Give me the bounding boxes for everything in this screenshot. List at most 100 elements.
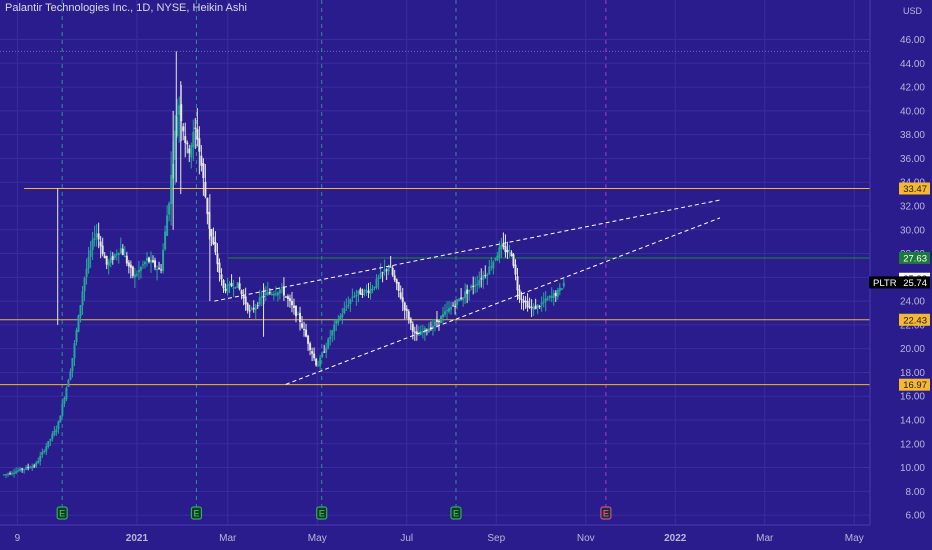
candle-body <box>91 239 94 250</box>
earnings-marker[interactable]: E <box>316 506 328 520</box>
earnings-marker[interactable]: E <box>56 506 68 520</box>
x-tick-label: May <box>308 533 327 544</box>
candle-body <box>99 241 102 247</box>
candle-body <box>15 471 18 474</box>
candle-body <box>276 292 279 296</box>
candle-body <box>470 285 473 288</box>
earnings-marker[interactable]: E <box>600 506 612 520</box>
candle-body <box>198 138 201 152</box>
earnings-badge[interactable] <box>190 506 203 520</box>
candle-body <box>278 289 281 294</box>
earnings-label: E <box>193 509 199 519</box>
y-tick-label: 12.00 <box>900 439 925 450</box>
y-tick-label: 18.00 <box>900 368 925 379</box>
candle-body <box>85 268 88 278</box>
candle-body <box>309 343 312 350</box>
candle-body <box>437 320 440 323</box>
candle-body <box>117 253 120 255</box>
x-tick-label: 9 <box>15 533 21 544</box>
candle-body <box>371 288 374 291</box>
candle-body <box>301 323 304 328</box>
candle-body <box>305 329 308 337</box>
candle-body <box>427 328 430 333</box>
candle-body <box>69 371 72 380</box>
candle-body <box>135 274 138 276</box>
candle-body <box>143 262 146 265</box>
candle-body <box>341 314 344 318</box>
y-tick-label: 8.00 <box>906 487 926 498</box>
candle-body <box>446 310 449 312</box>
earnings-label: E <box>453 509 459 519</box>
y-tick-label: 32.00 <box>900 201 925 212</box>
candle-body <box>405 308 408 312</box>
candle-body <box>123 255 126 257</box>
candle-body <box>192 131 195 148</box>
candle-body <box>369 289 372 294</box>
candle-body <box>450 307 453 310</box>
candle-body <box>260 296 263 298</box>
earnings-badge[interactable] <box>316 506 328 520</box>
candle-body <box>206 197 209 215</box>
candle-body <box>137 269 140 273</box>
candle-body <box>433 321 436 326</box>
candle-body <box>186 142 189 145</box>
candle-body <box>554 292 557 297</box>
candle-body <box>218 262 221 273</box>
candle-body <box>204 181 207 197</box>
candle-body <box>389 266 392 268</box>
trendline[interactable] <box>285 217 721 385</box>
candle-body <box>329 336 332 339</box>
earnings-marker[interactable]: E <box>450 506 462 520</box>
candle-body <box>176 116 179 137</box>
x-tick-label: Mar <box>219 533 237 544</box>
candle-body <box>393 275 396 280</box>
candle-body <box>105 256 108 265</box>
y-tick-label: 6.00 <box>906 511 926 522</box>
candle-body <box>349 299 352 305</box>
candle-body <box>154 260 157 268</box>
candle-body <box>47 441 50 447</box>
earnings-badge[interactable] <box>450 506 462 520</box>
candle-body <box>119 248 122 254</box>
candle-body <box>65 387 68 400</box>
candle-body <box>31 466 34 469</box>
candle-body <box>401 297 404 303</box>
candle-body <box>355 294 358 297</box>
candle-body <box>560 288 563 290</box>
candle-body <box>3 474 5 476</box>
candle-body <box>13 472 16 474</box>
candle-body <box>397 282 400 291</box>
candle-body <box>520 298 523 301</box>
earnings-badge[interactable] <box>56 506 68 520</box>
candle-body <box>419 331 422 335</box>
candle-body <box>131 266 134 276</box>
candle-body <box>103 255 106 259</box>
candle-body <box>339 315 342 320</box>
candle-body <box>381 272 384 274</box>
candle-body <box>174 130 177 160</box>
earnings-marker[interactable]: E <box>190 506 203 520</box>
candle-body <box>9 473 12 475</box>
candle-body <box>464 291 467 299</box>
y-tick-label: 24.00 <box>900 297 925 308</box>
level-badge: 22.43 <box>899 313 930 326</box>
candle-body <box>441 313 444 318</box>
candle-body <box>170 174 173 205</box>
candle-body <box>353 296 356 298</box>
candle-body <box>552 293 555 298</box>
candle-body <box>363 289 366 294</box>
candle-body <box>214 242 217 253</box>
candle-body <box>113 254 116 259</box>
candle-body <box>423 328 426 333</box>
candle-body <box>486 274 489 276</box>
candle-body <box>333 324 336 332</box>
trendline[interactable] <box>214 199 721 302</box>
candle-body <box>256 305 259 307</box>
earnings-badge[interactable] <box>600 506 612 520</box>
candle-body <box>313 353 316 359</box>
candle-body <box>226 284 229 293</box>
candle-body <box>383 269 386 272</box>
candle-body <box>508 250 511 252</box>
